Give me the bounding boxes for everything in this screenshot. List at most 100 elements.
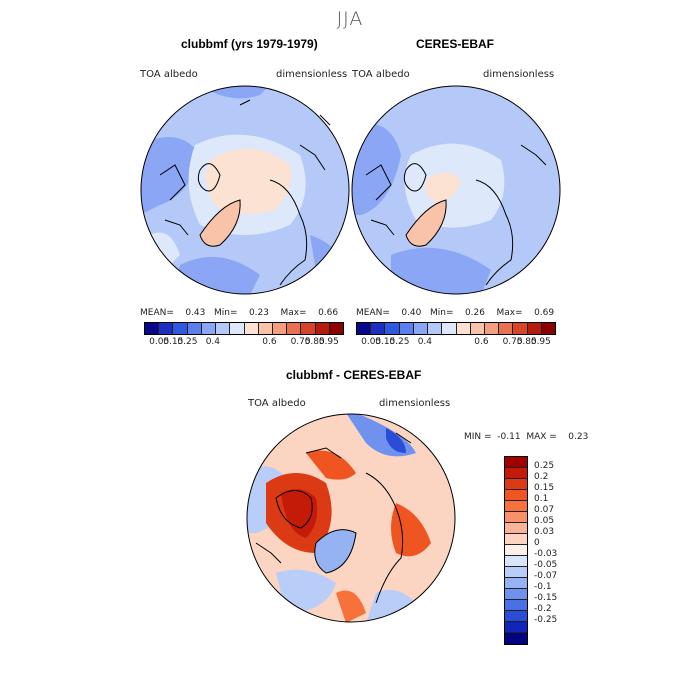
- colorbar-swatch: [187, 323, 202, 334]
- max-value: 0.23: [568, 432, 589, 442]
- colorbar-swatch: [505, 567, 527, 578]
- colorbar-swatch: [456, 323, 471, 334]
- colorbar-label: 0.07: [534, 505, 555, 515]
- colorbar-tick-label: 0.4: [417, 337, 433, 347]
- colorbar-swatch: [505, 523, 527, 534]
- colorbar-label: 0.15: [534, 483, 555, 493]
- colorbar-swatch: [301, 323, 316, 334]
- colorbar-label: 0.2: [534, 472, 549, 482]
- mean-value: 0.40: [401, 308, 422, 318]
- mean-value: 0.43: [185, 308, 206, 318]
- polar-map-model: [140, 85, 350, 295]
- colorbar-swatch: [258, 323, 273, 334]
- colorbar-swatch: [484, 323, 500, 334]
- variable-label-diff: TOA albedo: [248, 398, 306, 409]
- colorbar-label: -0.25: [534, 615, 558, 625]
- units-label-right: dimensionless: [483, 69, 555, 80]
- colorbar-label: -0.07: [534, 571, 558, 581]
- mean-label: MEAN=: [356, 308, 390, 318]
- colorbar-swatch: [505, 611, 527, 622]
- colorbar-swatch: [287, 323, 302, 334]
- colorbar-swatch: [442, 323, 457, 334]
- colorbar-tick-label: 0.4: [205, 337, 221, 347]
- min-value: -0.11: [497, 432, 521, 442]
- colorbar-swatch: [505, 468, 527, 479]
- colorbar-swatch: [505, 534, 527, 545]
- colorbar-label: -0.1: [534, 582, 552, 592]
- colorbar-swatch: [527, 323, 542, 334]
- min-label: Min=: [429, 308, 454, 318]
- polar-map-obs: [351, 85, 561, 295]
- colorbar-tick-label: 0.25: [177, 337, 198, 347]
- colorbar-swatch: [230, 323, 245, 334]
- colorbar-swatch: [385, 323, 400, 334]
- colorbar-swatch: [505, 589, 527, 600]
- units-label-left: dimensionless: [276, 69, 348, 80]
- max-label: Max=: [280, 308, 307, 318]
- min-label: MIN =: [464, 432, 492, 442]
- colorbar-label: 0.1: [534, 494, 549, 504]
- colorbar-swatch: [505, 512, 527, 523]
- colorbar-tick-label: 0.05: [361, 337, 382, 347]
- colorbar-swatch: [505, 622, 527, 633]
- colorbar-swatch: [159, 323, 174, 334]
- colorbar-swatch: [201, 323, 217, 334]
- colorbar-swatch: [173, 323, 188, 334]
- panel-title-model: clubbmf (yrs 1979-1979): [181, 37, 318, 51]
- colorbar-swatch: [505, 490, 527, 501]
- colorbar-swatch: [505, 633, 527, 644]
- colorbar-swatch: [505, 545, 527, 556]
- colorbar-swatch: [499, 323, 514, 334]
- colorbar-label: 0.05: [534, 516, 555, 526]
- stats-obs: MEAN= 0.40 Min= 0.26 Max= 0.69: [356, 308, 554, 318]
- colorbar-label: 0.25: [534, 461, 555, 471]
- max-label: MAX =: [526, 432, 557, 442]
- colorbar-label: -0.05: [534, 560, 558, 570]
- colorbar-swatch: [413, 323, 429, 334]
- colorbar-tick-label: 0.6: [474, 337, 489, 347]
- colorbar-tick-label: 0.75: [290, 337, 311, 347]
- colorbar-tick-label: 0.6: [262, 337, 277, 347]
- colorbar-ticks-model: 0.05 0.15 0.25 0.4 0.6 0.75 0.85 0.95: [144, 337, 342, 349]
- colorbar-swatch: [272, 323, 288, 334]
- panel-title-obs: CERES-EBAF: [416, 37, 495, 51]
- colorbar-obs: [356, 322, 556, 335]
- colorbar-swatch: [329, 323, 344, 334]
- variable-label-left: TOA albedo: [140, 69, 198, 80]
- colorbar-label: -0.2: [534, 604, 552, 614]
- colorbar-swatch: [505, 457, 527, 468]
- colorbar-tick-label: 0.85: [304, 337, 325, 347]
- min-value: 0.23: [248, 308, 269, 318]
- colorbar-swatch: [541, 323, 556, 334]
- colorbar-swatch: [371, 323, 386, 334]
- mean-label: MEAN=: [140, 308, 174, 318]
- polar-map-diff: [246, 413, 456, 623]
- colorbar-diff: [504, 456, 528, 645]
- colorbar-swatch: [315, 323, 330, 334]
- units-label-diff: dimensionless: [379, 398, 451, 409]
- colorbar-tick-label: 0.15: [375, 337, 396, 347]
- min-value: 0.26: [464, 308, 485, 318]
- colorbar-tick-label: 0.95: [318, 337, 339, 347]
- colorbar-diff-labels: 0.25 0.2 0.15 0.1 0.07 0.05 0.03 0 -0.03 -0.05 -0.…: [534, 461, 557, 626]
- colorbar-swatch: [470, 323, 485, 334]
- colorbar-swatch: [505, 479, 527, 490]
- colorbar-tick-label: 0.05: [149, 337, 170, 347]
- max-value: 0.66: [318, 308, 339, 318]
- variable-label-right: TOA albedo: [352, 69, 410, 80]
- min-label: Min=: [213, 308, 238, 318]
- colorbar-swatch: [505, 578, 527, 589]
- colorbar-swatch: [428, 323, 443, 334]
- colorbar-label: -0.03: [534, 549, 558, 559]
- panel-title-diff: clubbmf - CERES-EBAF: [286, 368, 422, 382]
- colorbar-swatch: [505, 600, 527, 611]
- colorbar-ticks-obs: 0.05 0.15 0.25 0.4 0.6 0.75 0.85 0.95: [356, 337, 554, 349]
- colorbar-tick-label: 0.15: [163, 337, 184, 347]
- colorbar-swatch: [216, 323, 231, 334]
- colorbar-swatch: [145, 323, 160, 334]
- colorbar-swatch: [505, 556, 527, 567]
- colorbar-swatch: [244, 323, 259, 334]
- colorbar-model: [144, 322, 344, 335]
- max-value: 0.69: [534, 308, 555, 318]
- colorbar-swatch: [505, 501, 527, 512]
